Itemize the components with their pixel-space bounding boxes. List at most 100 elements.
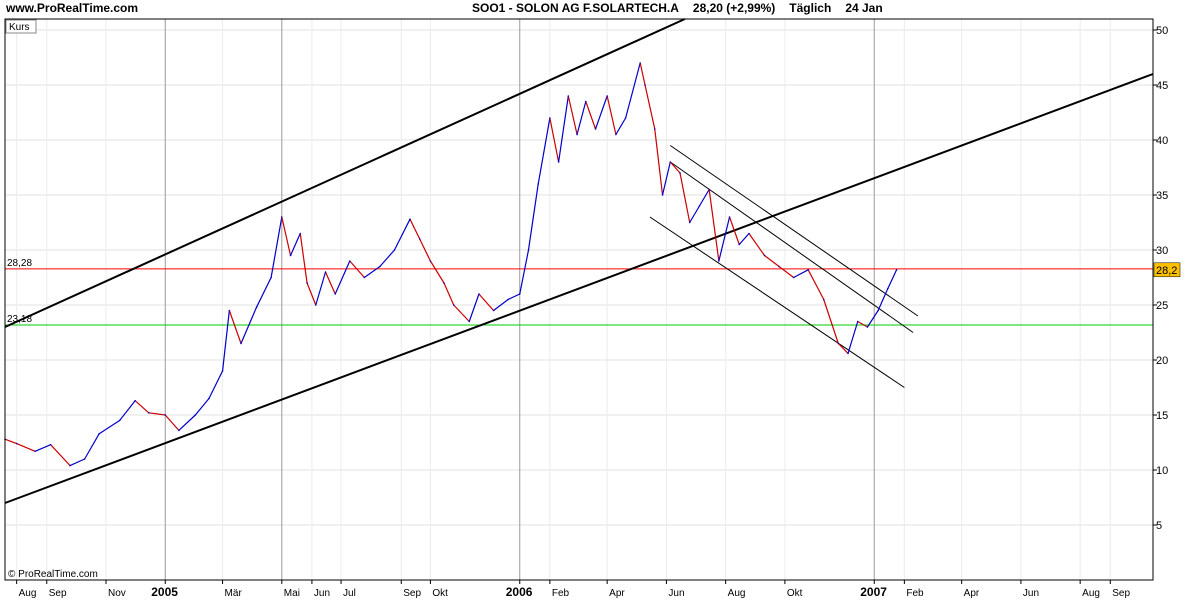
- price-segment: [793, 269, 809, 279]
- price-segment: [148, 412, 166, 416]
- quote-value: 28,20 (+2,99%): [692, 1, 776, 15]
- price-segment: [837, 343, 849, 354]
- price-point: [208, 397, 210, 400]
- price-point: [527, 249, 530, 251]
- trend-line: [670, 145, 919, 317]
- price-segment: [349, 260, 365, 278]
- price-segment: [69, 458, 85, 467]
- gridlines: [5, 19, 1153, 580]
- price-segment: [639, 62, 646, 86]
- price-segment: [807, 269, 825, 300]
- price-segment: [50, 444, 71, 467]
- price-segment: [324, 271, 336, 295]
- price-point: [661, 194, 664, 196]
- y-axis: 5 10 15 20 25 30 35 40 45 50: [1153, 25, 1168, 532]
- price-segment: [289, 233, 301, 256]
- price-point: [778, 265, 780, 268]
- price-point: [393, 249, 396, 251]
- x-tick-label: Jul: [343, 588, 356, 599]
- price-segment: [866, 310, 879, 328]
- price-segment: [661, 161, 671, 196]
- horizontal-levels: 28,2823,18: [5, 258, 1153, 326]
- price-point: [270, 276, 272, 279]
- x-tick-label: Okt: [432, 588, 448, 599]
- price-segment: [281, 216, 292, 256]
- price-point: [281, 216, 283, 218]
- price-point: [118, 419, 121, 422]
- price-series: [4, 62, 898, 467]
- price-point: [557, 161, 560, 163]
- price-segment: [576, 101, 587, 135]
- site-name[interactable]: www.ProRealTime.com: [6, 1, 139, 15]
- price-segment: [164, 414, 180, 431]
- price-point: [228, 309, 231, 312]
- price-point: [452, 304, 455, 306]
- price-segment: [34, 444, 51, 452]
- price-segment: [299, 233, 308, 284]
- price-point: [518, 293, 521, 295]
- price-point: [15, 442, 18, 445]
- price-point: [289, 254, 292, 257]
- price-segment: [689, 205, 700, 223]
- x-tick-label: 2006: [506, 585, 533, 599]
- price-segment: [493, 299, 509, 311]
- period-label: Täglich: [789, 1, 832, 15]
- price-point: [567, 95, 570, 97]
- price-segment: [615, 117, 627, 135]
- price-segment: [315, 271, 327, 306]
- price-point: [478, 293, 480, 295]
- price-point: [847, 352, 849, 355]
- price-segment: [4, 438, 17, 445]
- price-point: [306, 282, 308, 284]
- price-segment: [429, 260, 445, 284]
- price-point: [877, 309, 879, 312]
- price-segment: [409, 218, 421, 240]
- symbol-name: SOO1 - SOLON AG F.SOLARTECH.A: [472, 1, 679, 15]
- price-point: [314, 304, 317, 306]
- price-segment: [393, 218, 411, 251]
- price-point: [299, 232, 302, 235]
- price-point: [194, 414, 197, 416]
- chart-header: www.ProRealTime.com SOO1 - SOLON AG F.SO…: [0, 0, 1200, 18]
- price-segment: [738, 233, 750, 245]
- y-tick-label: 10: [1156, 465, 1168, 477]
- price-point: [728, 216, 731, 218]
- price-point: [443, 282, 445, 284]
- price-segment: [748, 233, 765, 256]
- y-tick-label: 5: [1156, 520, 1162, 532]
- price-segment: [698, 189, 710, 207]
- price-point: [763, 254, 766, 257]
- price-point: [409, 218, 411, 220]
- price-segment: [718, 216, 731, 262]
- price-segment: [256, 277, 272, 308]
- price-segment: [134, 400, 150, 414]
- price-point: [418, 238, 421, 240]
- y-tick-label: 25: [1156, 300, 1168, 312]
- price-segment: [306, 282, 317, 306]
- price-segment: [478, 293, 494, 311]
- price-point: [49, 443, 52, 446]
- price-segment: [178, 414, 196, 431]
- quote-line: SOO1 - SOLON AG F.SOLARTECH.A 28,20 (+2,9…: [472, 1, 897, 15]
- price-segment: [728, 216, 740, 245]
- x-tick-label: Okt: [787, 588, 803, 599]
- price-point: [708, 188, 710, 191]
- x-tick-label: Sep: [1112, 588, 1130, 599]
- price-segment: [84, 433, 100, 460]
- price-point: [679, 172, 681, 174]
- price-point: [549, 117, 551, 119]
- price-segment: [98, 419, 120, 435]
- price-point: [363, 276, 366, 279]
- level-label: 28,28: [7, 258, 32, 269]
- price-segment: [270, 216, 283, 278]
- price-segment: [334, 260, 351, 295]
- last-value-marker: 28,2: [1153, 262, 1181, 278]
- price-point: [537, 183, 540, 185]
- price-point: [822, 298, 825, 301]
- price-point: [69, 464, 71, 467]
- copyright-text: © ProRealTime.com: [8, 569, 98, 580]
- price-segment: [119, 400, 136, 421]
- y-tick-label: 50: [1156, 25, 1168, 37]
- last-value-box: [1153, 262, 1181, 278]
